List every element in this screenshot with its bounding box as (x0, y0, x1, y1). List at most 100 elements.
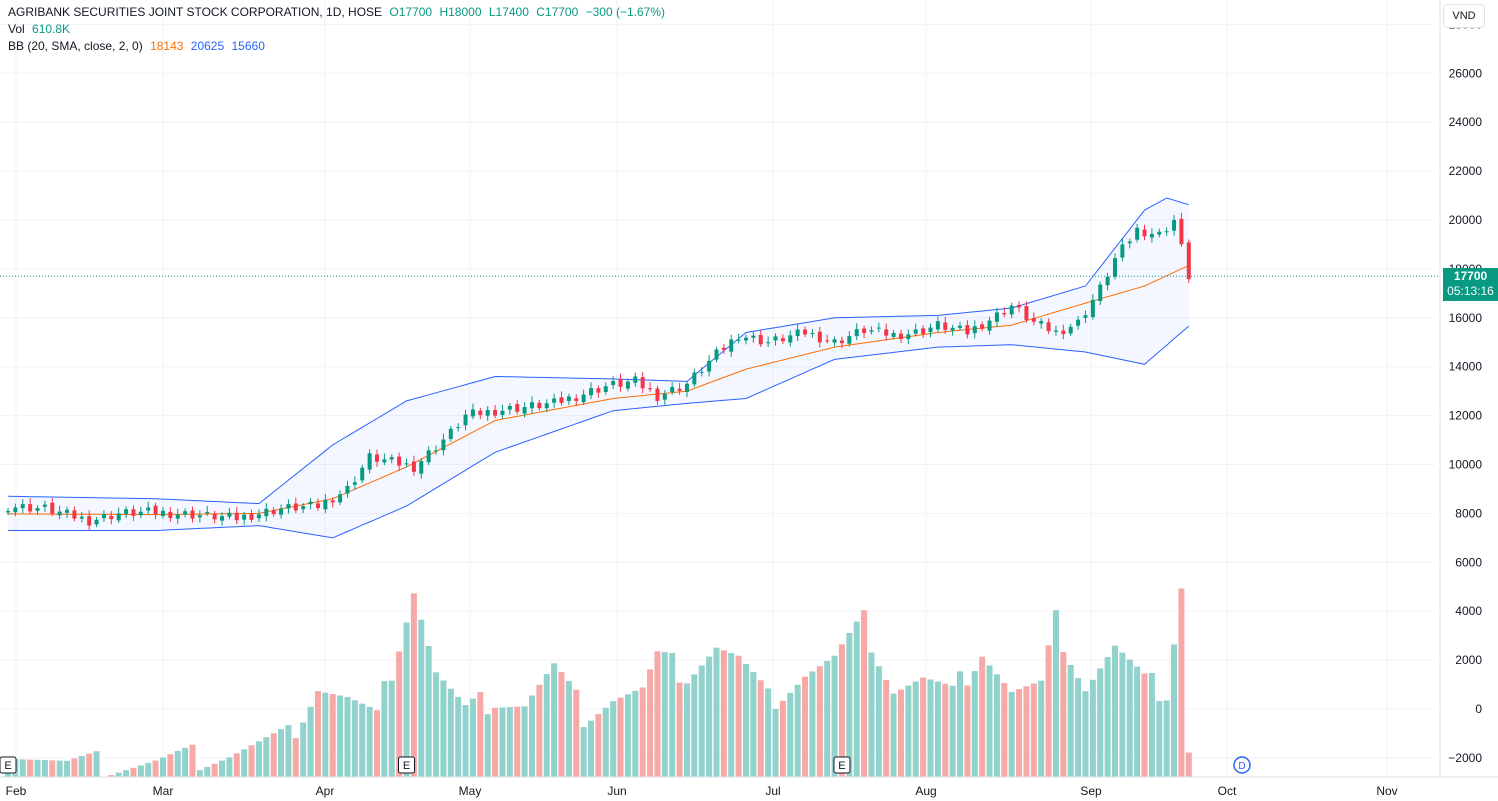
candle-body (935, 321, 940, 330)
candle-body (862, 328, 867, 333)
candle-body (212, 513, 217, 520)
candle-body (256, 514, 261, 519)
candle (382, 453, 387, 466)
volume-bar (314, 691, 321, 777)
candle-body (692, 372, 697, 385)
volume-bar (447, 688, 454, 777)
time-axis[interactable]: Feb Mar Apr May Jun Jul Aug Sep Oct Nov (0, 776, 1498, 798)
candle-body (839, 340, 844, 344)
candle-body (670, 386, 675, 393)
candle (426, 446, 431, 465)
volume-bar (942, 683, 949, 777)
candle-body (35, 508, 40, 511)
candle (1172, 215, 1177, 236)
x-tick-label: Apr (316, 784, 335, 798)
volume-bar (588, 720, 595, 777)
candle-body (721, 347, 726, 350)
candle (677, 382, 682, 395)
candle (994, 307, 999, 327)
volume-bar (248, 745, 255, 777)
candle-body (190, 510, 195, 519)
candle-body (301, 506, 306, 510)
volume-bar (949, 685, 956, 777)
volume-bar (255, 741, 262, 777)
volume-bar (1075, 678, 1082, 777)
candle-body (810, 332, 815, 334)
candle-body (478, 410, 483, 416)
volume-bar (543, 674, 550, 777)
volume-bar (1089, 679, 1096, 777)
volume-bar (108, 775, 115, 777)
candle (1098, 281, 1103, 306)
candle (736, 333, 741, 344)
earnings-marker: E (398, 756, 416, 774)
candle-body (264, 508, 269, 517)
currency-button[interactable]: VND (1443, 4, 1485, 28)
candle-body (382, 459, 387, 463)
candle-body (780, 338, 785, 342)
last-price-value: 17700 (1453, 269, 1488, 283)
candle (928, 323, 933, 338)
candle (212, 510, 217, 524)
candle-body (566, 396, 571, 402)
candle-body (596, 388, 601, 393)
candle-body (522, 407, 527, 414)
volume-bar (1052, 610, 1059, 777)
volume-bar (779, 700, 786, 777)
candle-body (293, 503, 298, 511)
candle (249, 509, 254, 523)
candle (72, 506, 77, 522)
volume-bar (41, 760, 48, 777)
y-tick-label: 14000 (1449, 360, 1483, 374)
candle-body (707, 360, 712, 372)
candle (242, 511, 247, 525)
candle (441, 433, 446, 456)
volume-bar (957, 671, 964, 777)
candle-body (1039, 321, 1044, 324)
candle-body (921, 328, 926, 334)
candle (190, 506, 195, 523)
volume-bar (433, 672, 440, 777)
volume-bar (757, 680, 764, 777)
candle-body (1002, 313, 1007, 315)
volume-label[interactable]: Vol (8, 22, 25, 36)
candle-body (1120, 244, 1125, 258)
volume-bar (204, 766, 211, 777)
candle-body (581, 394, 586, 403)
candle-body (795, 329, 800, 337)
candle-body (419, 461, 424, 474)
candle (183, 508, 188, 518)
volume-bar (816, 666, 823, 777)
candle (138, 506, 143, 518)
dividend-marker-label: D (1238, 761, 1245, 772)
price-axis[interactable]: −2000 0 2000 4000 6000 8000 10000 12000 14000 160… (1439, 0, 1483, 777)
candle (1157, 228, 1162, 238)
volume-bar (1119, 652, 1126, 777)
candle-body (116, 513, 121, 521)
candle (1179, 212, 1184, 247)
bb-label[interactable]: BB (20, SMA, close, 2, 0) (8, 39, 143, 53)
candle-body (906, 334, 911, 339)
candle (153, 502, 158, 520)
x-tick-label: May (459, 784, 482, 798)
candle (825, 334, 830, 344)
volume-bar (683, 683, 690, 777)
volume-bar (366, 706, 373, 777)
candle (1142, 224, 1147, 241)
bollinger-upper-line (7, 197, 1189, 505)
earnings-marker-label: E (838, 760, 845, 772)
candle (817, 326, 822, 348)
candle (101, 510, 106, 522)
volume-bar (344, 697, 351, 777)
candle-body (352, 482, 357, 485)
volume-bar (528, 695, 535, 777)
volume-value: 610.8K (32, 22, 71, 36)
volume-bar (934, 681, 941, 777)
symbol-title[interactable]: AGRIBANK SECURITIES JOINT STOCK CORPORAT… (8, 5, 383, 19)
volume-bar (912, 681, 919, 777)
candle-body (825, 340, 830, 342)
candle (670, 382, 675, 395)
earnings-marker-box (0, 756, 17, 774)
volume-bar (56, 760, 63, 777)
